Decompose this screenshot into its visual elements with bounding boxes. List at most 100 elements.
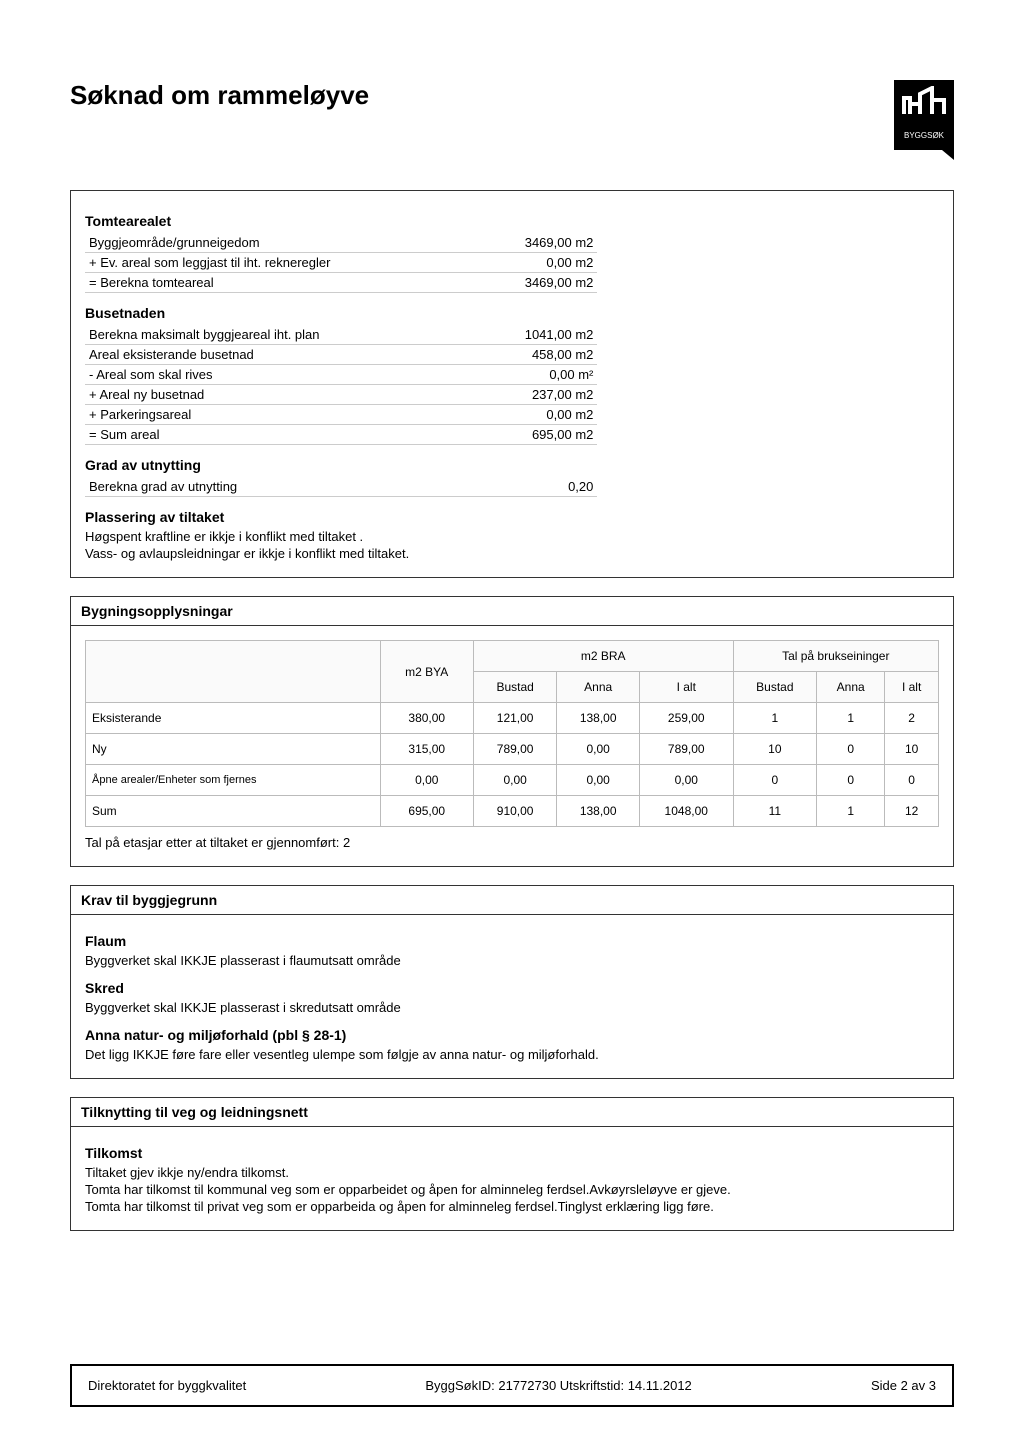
th-tal: Tal på brukseininger (733, 641, 938, 672)
text-flaum: Byggverket skal IKKJE plasserast i flaum… (85, 953, 939, 968)
cell: 10 (733, 734, 817, 765)
cell: 789,00 (639, 734, 733, 765)
kv-value: 3469,00 m2 (477, 233, 597, 253)
logo-glyph (900, 86, 948, 126)
kv-label: + Ev. areal som leggjast til iht. rekner… (85, 253, 477, 273)
page-footer: Direktoratet for byggkvalitet ByggSøkID:… (70, 1364, 954, 1407)
heading-busetnaden: Busetnaden (85, 305, 939, 321)
kv-label: = Berekna tomteareal (85, 273, 477, 293)
table-row: + Parkeringsareal0,00 m2 (85, 405, 597, 425)
cell: 1 (817, 796, 885, 827)
text-skred: Byggverket skal IKKJE plasserast i skred… (85, 1000, 939, 1015)
section-krav-wrapper: Krav til byggjegrunn Flaum Byggverket sk… (70, 885, 954, 1079)
table-row: + Ev. areal som leggjast til iht. rekner… (85, 253, 597, 273)
section-bygning-wrapper: Bygningsopplysningar m2 BYA m2 BRA Tal p… (70, 596, 954, 867)
table-row: Ny 315,00 789,00 0,00 789,00 10 0 10 (86, 734, 939, 765)
cell: 10 (885, 734, 939, 765)
plassering-line2: Vass- og avlaupsleidningar er ikkje i ko… (85, 546, 939, 561)
page-title: Søknad om rammeløyve (70, 80, 369, 111)
footer-right: Side 2 av 3 (871, 1378, 936, 1393)
kv-label: Byggjeområde/grunneigedom (85, 233, 477, 253)
cell: 0,00 (557, 765, 640, 796)
cell-label: Eksisterande (86, 703, 381, 734)
kv-value: 0,00 m2 (477, 253, 597, 273)
cell: 1 (817, 703, 885, 734)
table-grad: Berekna grad av utnytting0,20 (85, 477, 597, 497)
kv-value: 695,00 m2 (477, 425, 597, 445)
section-tilknytting-wrapper: Tilknytting til veg og leidningsnett Til… (70, 1097, 954, 1231)
cell: 0,00 (557, 734, 640, 765)
sub-tilkomst: Tilkomst (85, 1145, 939, 1161)
cell: 11 (733, 796, 817, 827)
th-sub: I alt (885, 672, 939, 703)
kv-value: 0,00 m2 (477, 405, 597, 425)
kv-label: Berekna maksimalt byggjeareal iht. plan (85, 325, 477, 345)
th-sub: Bustad (733, 672, 817, 703)
cell: 121,00 (473, 703, 557, 734)
cell: 315,00 (380, 734, 473, 765)
kv-label: + Parkeringsareal (85, 405, 477, 425)
cell: 910,00 (473, 796, 557, 827)
th-bra: m2 BRA (473, 641, 733, 672)
sub-anna: Anna natur- og miljøforhald (pbl § 28-1) (85, 1027, 939, 1043)
footer-left: Direktoratet for byggkvalitet (88, 1378, 246, 1393)
th-blank (86, 641, 381, 703)
cell: 380,00 (380, 703, 473, 734)
cell: 0,00 (473, 765, 557, 796)
logo-tail (942, 150, 954, 160)
cell: 12 (885, 796, 939, 827)
table-row: Areal eksisterande busetnad458,00 m2 (85, 345, 597, 365)
table-row: Byggjeområde/grunneigedom3469,00 m2 (85, 233, 597, 253)
kv-label: + Areal ny busetnad (85, 385, 477, 405)
cell: 138,00 (557, 796, 640, 827)
kv-value: 237,00 m2 (477, 385, 597, 405)
cell-label: Åpne arealer/Enheter som fjernes (86, 765, 381, 796)
table-row: - Areal som skal rives0,00 m² (85, 365, 597, 385)
footer-mid: ByggSøkID: 21772730 Utskriftstid: 14.11.… (425, 1378, 691, 1393)
table-row: Berekna grad av utnytting0,20 (85, 477, 597, 497)
kv-label: = Sum areal (85, 425, 477, 445)
table-row: = Sum areal695,00 m2 (85, 425, 597, 445)
kv-value: 458,00 m2 (477, 345, 597, 365)
text-anna: Det ligg IKKJE føre fare eller vesentleg… (85, 1047, 939, 1062)
th-sub: Anna (817, 672, 885, 703)
sub-skred: Skred (85, 980, 939, 996)
kv-label: - Areal som skal rives (85, 365, 477, 385)
table-row: Eksisterande 380,00 121,00 138,00 259,00… (86, 703, 939, 734)
table-row: Åpne arealer/Enheter som fjernes 0,00 0,… (86, 765, 939, 796)
logo-label: BYGGSØK (904, 131, 944, 140)
plassering-line1: Høgspent kraftline er ikkje i konflikt m… (85, 529, 939, 544)
table-row: Berekna maksimalt byggjeareal iht. plan1… (85, 325, 597, 345)
cell: 0 (817, 734, 885, 765)
tilknytting-line1: Tiltaket gjev ikkje ny/endra tilkomst. (85, 1165, 939, 1180)
cell: 789,00 (473, 734, 557, 765)
th-sub: Bustad (473, 672, 557, 703)
kv-value: 1041,00 m2 (477, 325, 597, 345)
cell: 0,00 (380, 765, 473, 796)
kv-label: Areal eksisterande busetnad (85, 345, 477, 365)
cell-label: Sum (86, 796, 381, 827)
cell: 0 (885, 765, 939, 796)
cell-label: Ny (86, 734, 381, 765)
heading-plassering: Plassering av tiltaket (85, 509, 939, 525)
table-row: + Areal ny busetnad237,00 m2 (85, 385, 597, 405)
heading-grad: Grad av utnytting (85, 457, 939, 473)
cell: 1048,00 (639, 796, 733, 827)
cell: 138,00 (557, 703, 640, 734)
sub-flaum: Flaum (85, 933, 939, 949)
th-sub: Anna (557, 672, 640, 703)
table-bygning: m2 BYA m2 BRA Tal på brukseininger Busta… (85, 640, 939, 827)
table-busetnaden: Berekna maksimalt byggjeareal iht. plan1… (85, 325, 597, 445)
cell: 259,00 (639, 703, 733, 734)
th-sub: I alt (639, 672, 733, 703)
tilknytting-line3: Tomta har tilkomst til privat veg som er… (85, 1199, 939, 1214)
section-tomte: Tomtearealet Byggjeområde/grunneigedom34… (70, 190, 954, 578)
cell: 0 (733, 765, 817, 796)
kv-value: 0,20 (477, 477, 597, 497)
cell: 0 (817, 765, 885, 796)
bygning-footnote: Tal på etasjar etter at tiltaket er gjen… (85, 835, 939, 850)
kv-value: 0,00 m² (477, 365, 597, 385)
byggsok-logo: BYGGSØK (894, 80, 954, 150)
cell: 0,00 (639, 765, 733, 796)
kv-label: Berekna grad av utnytting (85, 477, 477, 497)
